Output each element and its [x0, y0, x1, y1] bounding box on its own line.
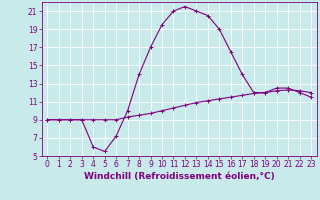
X-axis label: Windchill (Refroidissement éolien,°C): Windchill (Refroidissement éolien,°C)	[84, 172, 275, 181]
